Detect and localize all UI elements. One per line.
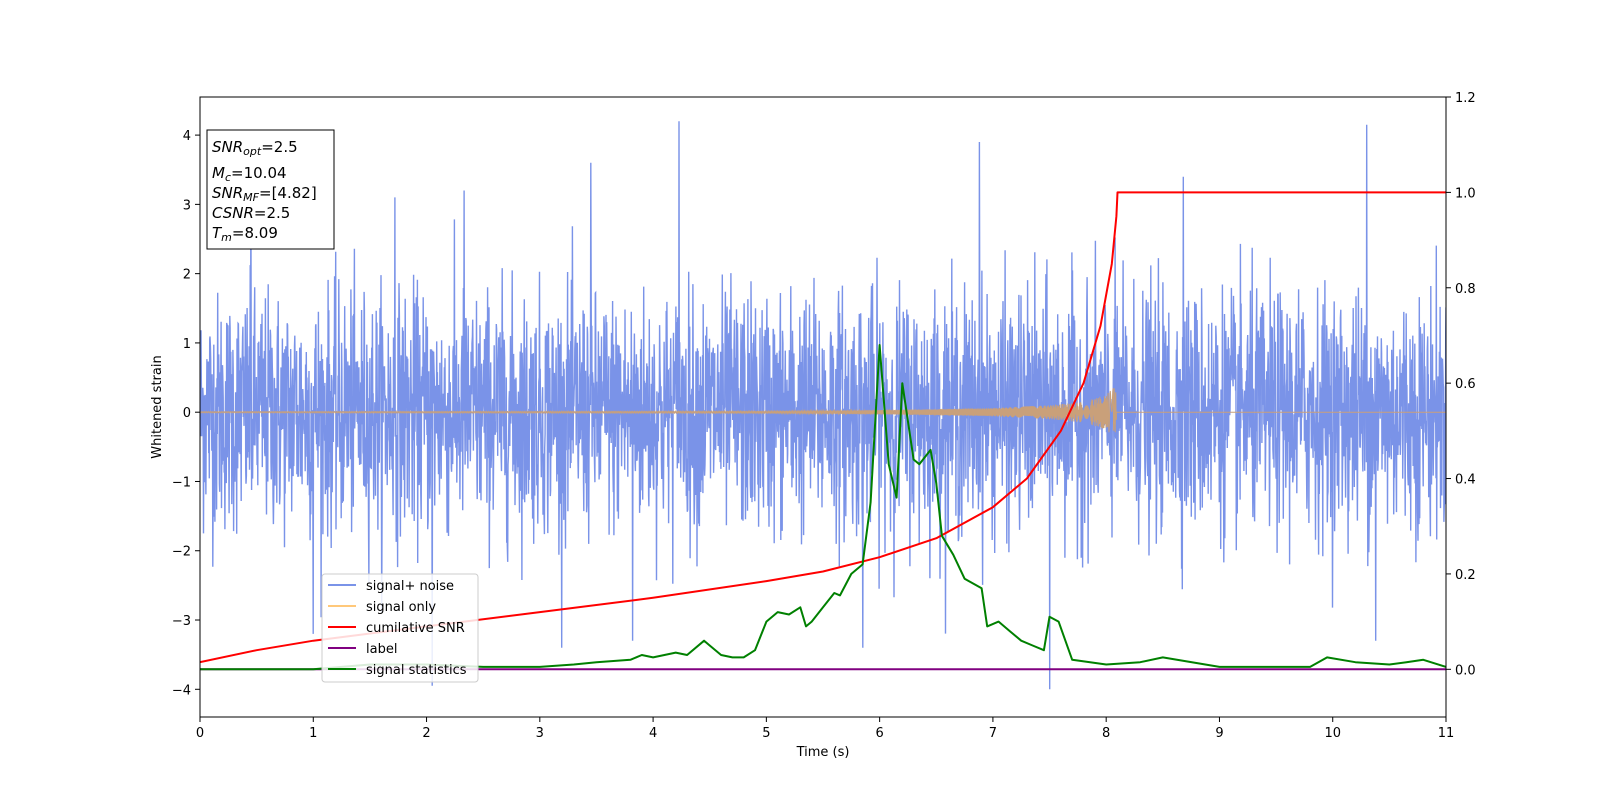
x-tick-label: 2 — [422, 726, 430, 741]
y-left-tick-label: −4 — [172, 683, 191, 698]
y-left-tick-label: 1 — [183, 337, 191, 352]
plot-frame — [199, 96, 1447, 718]
y-left-tick-label: 3 — [183, 198, 191, 213]
y-left-tick-label: −3 — [172, 614, 191, 629]
y-left-tick-label: 4 — [183, 129, 191, 144]
legend: signal+ noise signal only cumilative SNR… — [321, 573, 479, 683]
legend-label-signal-statistics: signal statistics — [366, 663, 467, 678]
y-right-tick-label: 0.6 — [1455, 377, 1476, 392]
y-left-tick-label: 2 — [183, 268, 191, 283]
y-right-tick-label: 1.2 — [1455, 91, 1476, 106]
x-axis-label: Time (s) — [796, 745, 850, 760]
info-mc: Mc=10.04 — [212, 164, 287, 184]
x-tick-label: 1 — [309, 726, 317, 741]
legend-label-label: label — [366, 642, 397, 657]
y-right-tick-label: 1.0 — [1455, 186, 1476, 201]
x-tick-label: 6 — [875, 726, 883, 741]
legend-frame — [321, 573, 479, 683]
y-left-tick-label: −1 — [172, 475, 191, 490]
legend-label-signal-only: signal only — [366, 600, 436, 615]
x-tick-label: 0 — [196, 726, 204, 741]
signal-only-line — [200, 388, 1446, 433]
x-tick-label: 9 — [1215, 726, 1223, 741]
info-snr-opt: SNRopt=2.5 — [212, 138, 298, 158]
info-box-frame — [206, 129, 335, 250]
y-right-tick-label: 0.8 — [1455, 282, 1476, 297]
x-axis: 0 1 2 3 4 5 6 7 8 9 10 11 — [196, 717, 1454, 741]
y-axis-label: Whitened strain — [150, 355, 165, 458]
x-tick-label: 10 — [1324, 726, 1341, 741]
left-y-axis: −4 −3 −2 −1 0 1 2 3 4 — [172, 129, 200, 698]
signal-statistics-series — [200, 344, 1446, 671]
info-csnr: CSNR=2.5 — [212, 204, 290, 222]
signal-only-series — [200, 388, 1446, 433]
info-box: SNRopt=2.5 Mc=10.04 SNRMF=[4.82] CSNR=2.… — [206, 129, 335, 250]
y-right-tick-label: 0.4 — [1455, 473, 1476, 488]
x-tick-label: 5 — [762, 726, 770, 741]
y-left-tick-label: 0 — [183, 406, 191, 421]
info-snr-mf: SNRMF=[4.82] — [212, 184, 317, 204]
right-y-axis: 0.0 0.2 0.4 0.6 0.8 1.0 1.2 — [1446, 91, 1476, 678]
x-tick-label: 8 — [1102, 726, 1110, 741]
y-left-tick-label: −2 — [172, 545, 191, 560]
y-right-tick-label: 0.2 — [1455, 568, 1476, 583]
signal-noise-line — [200, 121, 1446, 690]
signal-noise-series — [200, 121, 1446, 690]
x-tick-label: 4 — [649, 726, 657, 741]
signal-statistics-line — [200, 344, 1446, 671]
info-tm: Tm=8.09 — [212, 224, 278, 244]
x-tick-label: 11 — [1438, 726, 1455, 741]
x-tick-label: 7 — [989, 726, 997, 741]
y-right-tick-label: 0.0 — [1455, 663, 1476, 678]
x-tick-label: 3 — [536, 726, 544, 741]
legend-label-signal-noise: signal+ noise — [366, 579, 454, 594]
legend-label-cumulative-snr: cumilative SNR — [366, 621, 465, 636]
